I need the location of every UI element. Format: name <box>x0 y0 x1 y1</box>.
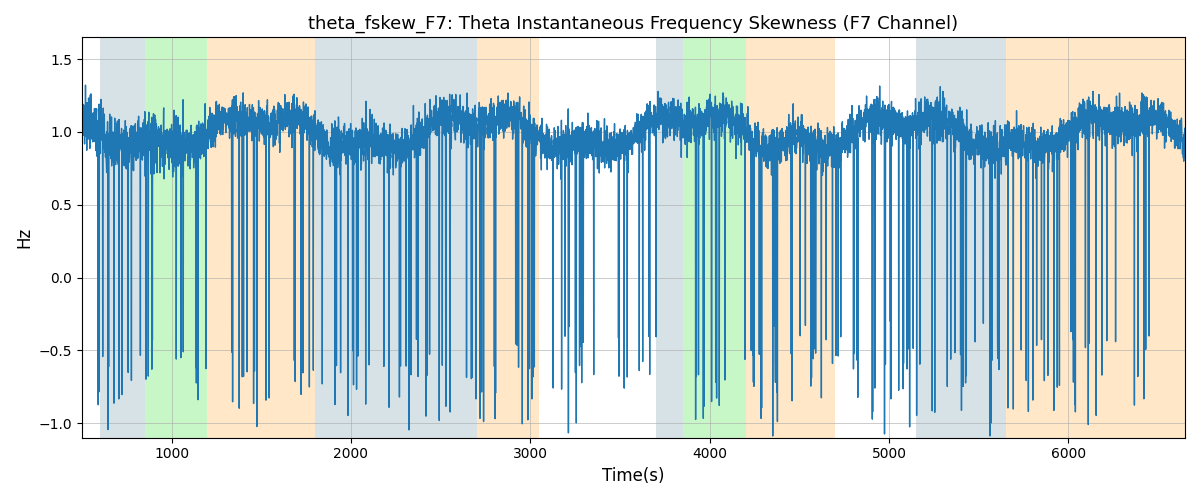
X-axis label: Time(s): Time(s) <box>602 467 665 485</box>
Bar <box>745 38 835 438</box>
Bar <box>208 38 316 438</box>
Bar <box>656 38 683 438</box>
Bar <box>683 38 745 438</box>
Bar <box>476 38 539 438</box>
Bar <box>1006 38 1186 438</box>
Y-axis label: Hz: Hz <box>14 227 32 248</box>
Title: theta_fskew_F7: Theta Instantaneous Frequency Skewness (F7 Channel): theta_fskew_F7: Theta Instantaneous Freq… <box>308 15 959 34</box>
Bar <box>145 38 208 438</box>
Bar <box>916 38 1006 438</box>
Bar <box>316 38 476 438</box>
Bar <box>100 38 145 438</box>
